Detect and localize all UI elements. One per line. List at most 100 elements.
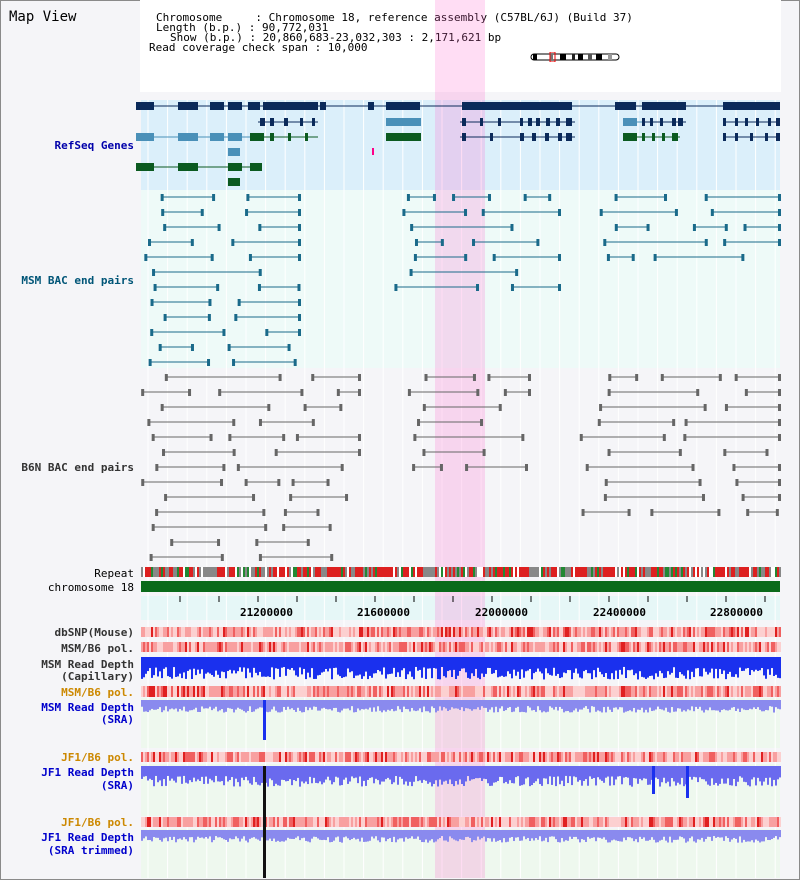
pol-cell (269, 686, 271, 697)
depth-bar (627, 766, 629, 778)
pol-cell (285, 686, 287, 697)
pol-cell (407, 686, 409, 697)
depth-bar (393, 766, 395, 783)
depth-bar (149, 830, 151, 840)
pol-cell (337, 817, 339, 827)
pol-cell (363, 627, 365, 637)
pol-cell (191, 752, 193, 762)
depth-bar (423, 657, 425, 668)
depth-bar (735, 657, 737, 675)
repeat-block (359, 567, 361, 577)
bac-end (481, 209, 485, 216)
depth-bar (667, 657, 669, 672)
depth-bar (157, 830, 159, 838)
pol-cell (733, 627, 735, 637)
repeat-block (209, 567, 211, 577)
bac-end (410, 224, 414, 231)
repeat-block (633, 567, 635, 577)
chromosome-ideogram[interactable] (530, 52, 620, 62)
pol-cell (275, 817, 277, 827)
depth-bar (423, 766, 425, 780)
pol-cell (569, 817, 571, 827)
depth-bar (615, 700, 617, 708)
repeat-block (583, 567, 585, 577)
depth-bar (519, 830, 521, 841)
pol-cell (505, 686, 507, 697)
pol-cell (327, 752, 329, 762)
depth-bar (623, 766, 625, 778)
depth-bar (355, 657, 357, 676)
pol-cell (331, 642, 333, 652)
bac-end (274, 449, 278, 456)
pol-cell (241, 642, 243, 652)
bac-end (698, 479, 702, 486)
repeat-block (417, 567, 419, 577)
depth-bar (727, 766, 729, 779)
pol-cell (509, 642, 511, 652)
pol-cell (463, 752, 465, 762)
pol-cell (775, 642, 777, 652)
pol-cell (171, 752, 173, 762)
bac-end (160, 194, 164, 201)
repeat-block (529, 567, 531, 577)
depth-bar (347, 700, 349, 709)
pol-cell (271, 686, 273, 697)
depth-bar (401, 700, 403, 713)
pol-cell (407, 817, 409, 827)
pol-cell (687, 817, 689, 827)
depth-bar (527, 830, 529, 838)
pol-cell (433, 752, 435, 762)
depth-bar (315, 700, 317, 707)
pol-cell (637, 817, 639, 827)
depth-bar (683, 830, 685, 839)
pol-cell (469, 642, 471, 652)
pol-cell (509, 817, 511, 827)
pol-cell (449, 752, 451, 762)
repeat-block (551, 567, 553, 577)
pol-cell (211, 627, 213, 637)
depth-bar (165, 830, 167, 838)
repeat-block (437, 567, 439, 577)
gene-exon (178, 102, 198, 110)
depth-bar (527, 657, 529, 671)
depth-bar (349, 766, 351, 782)
repeat-block (719, 567, 721, 577)
pol-cell (495, 752, 497, 762)
pol-cell (647, 817, 649, 827)
bac-end (188, 389, 192, 396)
depth-bar (651, 830, 653, 838)
pol-cell (239, 627, 241, 637)
depth-bar (765, 657, 767, 679)
repeat-block (153, 567, 155, 577)
pol-cell (461, 642, 463, 652)
pol-cell (475, 752, 477, 762)
pol-cell (435, 752, 437, 762)
depth-bar (453, 830, 455, 840)
repeat-block (725, 567, 727, 577)
pol-cell (263, 686, 265, 697)
depth-bar (597, 700, 599, 711)
pol-cell (465, 686, 467, 697)
depth-bar (657, 700, 659, 707)
pol-cell (517, 642, 519, 652)
depth-bar (225, 657, 227, 679)
depth-bar (409, 766, 411, 782)
depth-bar (159, 700, 161, 708)
pol-cell (389, 642, 391, 652)
pol-cell (661, 642, 663, 652)
depth-bar (591, 700, 593, 707)
repeat-block (585, 567, 587, 577)
pol-cell (499, 686, 501, 697)
pol-cell (669, 752, 671, 762)
depth-bar (437, 766, 439, 787)
pol-cell (471, 642, 473, 652)
repeat-block (493, 567, 495, 577)
pol-cell (271, 817, 273, 827)
pol-cell (767, 752, 769, 762)
bac-end (161, 209, 165, 216)
pol-cell (607, 817, 609, 827)
repeat-block (333, 567, 335, 577)
pol-cell (519, 817, 521, 827)
repeat-block (613, 567, 615, 577)
